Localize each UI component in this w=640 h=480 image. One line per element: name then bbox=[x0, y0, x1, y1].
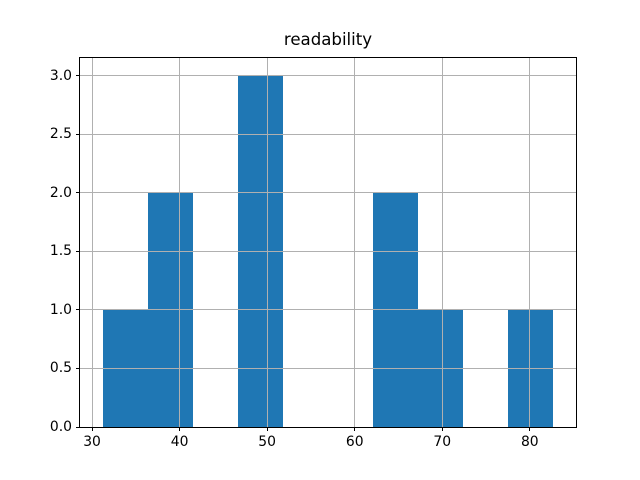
y-tick-mark bbox=[76, 250, 80, 252]
chart-title: readability bbox=[283, 30, 373, 49]
y-tick-label: 1.0 bbox=[49, 301, 72, 318]
y-tick-mark bbox=[76, 133, 80, 135]
gridline-vertical bbox=[179, 58, 181, 427]
gridline-horizontal bbox=[80, 250, 576, 252]
gridline-vertical bbox=[441, 58, 443, 427]
y-tick-label: 3.0 bbox=[49, 67, 72, 84]
grid-layer bbox=[80, 58, 576, 427]
y-tick-mark bbox=[76, 426, 80, 428]
x-tick-mark bbox=[441, 427, 443, 431]
gridline-vertical bbox=[529, 58, 531, 427]
y-tick-mark bbox=[76, 367, 80, 369]
plot-area bbox=[79, 57, 577, 428]
y-tick-label: 0.0 bbox=[49, 419, 72, 435]
gridline-horizontal bbox=[80, 426, 576, 427]
y-tick-label: 1.5 bbox=[49, 243, 72, 260]
gridline-horizontal bbox=[80, 192, 576, 194]
y-tick-label: 0.5 bbox=[49, 360, 72, 377]
x-tick-mark bbox=[354, 427, 356, 431]
y-tick-label: 2.5 bbox=[49, 126, 72, 143]
x-tick-label: 60 bbox=[345, 434, 364, 450]
gridline-vertical bbox=[354, 58, 356, 427]
y-tick-label: 2.0 bbox=[49, 184, 72, 201]
gridline-horizontal bbox=[80, 367, 576, 369]
x-tick-label: 40 bbox=[170, 434, 189, 450]
y-tick-mark bbox=[76, 75, 80, 77]
gridline-horizontal bbox=[80, 75, 576, 77]
gridline-horizontal bbox=[80, 309, 576, 311]
x-tick-label: 50 bbox=[258, 434, 276, 450]
x-tick-label: 80 bbox=[520, 434, 539, 450]
x-tick-mark bbox=[179, 427, 181, 431]
gridline-vertical bbox=[91, 58, 93, 427]
y-tick-mark bbox=[76, 309, 80, 311]
gridline-vertical bbox=[266, 58, 268, 427]
x-tick-mark bbox=[91, 427, 93, 431]
x-tick-label: 30 bbox=[83, 434, 101, 450]
x-tick-mark bbox=[266, 427, 268, 431]
x-tick-label: 70 bbox=[433, 434, 452, 450]
y-tick-mark bbox=[76, 192, 80, 194]
gridline-horizontal bbox=[80, 133, 576, 135]
x-tick-mark bbox=[529, 427, 531, 431]
